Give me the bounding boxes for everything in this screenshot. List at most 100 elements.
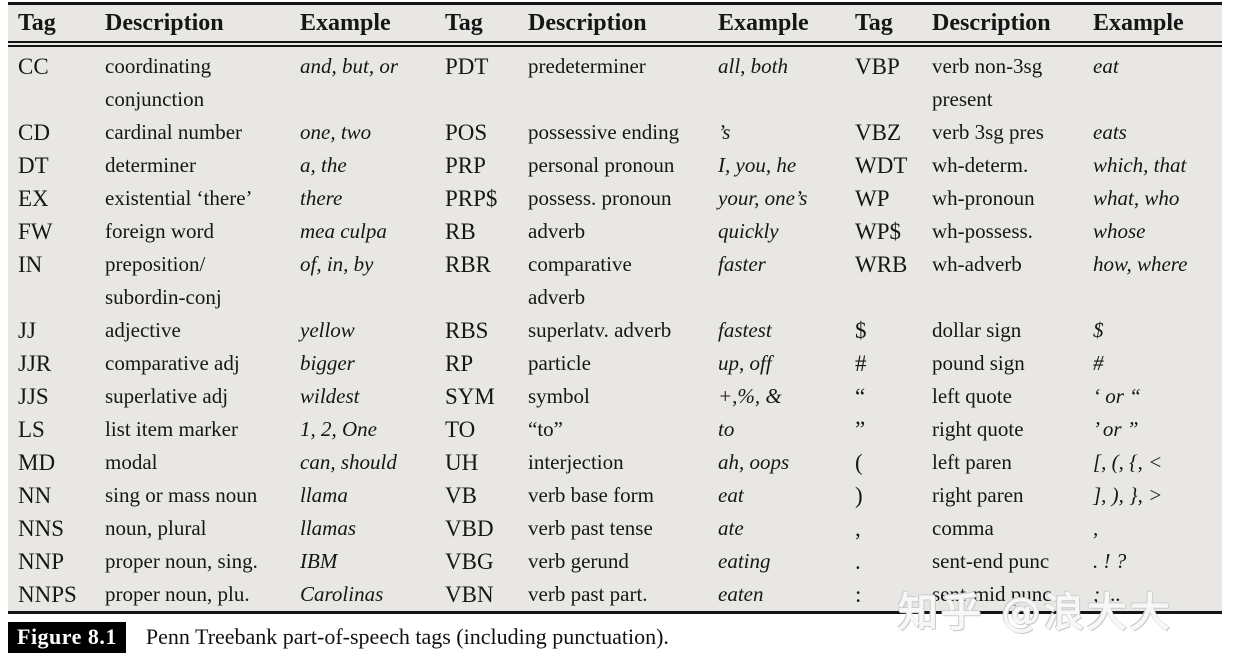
tag-cell: DT — [18, 153, 49, 178]
tag-cell: VBD — [445, 516, 494, 541]
example-cell: one, two — [300, 120, 372, 144]
example-cell: a, the — [300, 153, 347, 177]
example-cell: ah, oops — [718, 450, 790, 474]
tag-cell: LS — [18, 417, 45, 442]
tag-cell: PRP — [445, 153, 486, 178]
description-cell: adjective — [105, 318, 181, 342]
example-cell: ’s — [718, 120, 731, 144]
description-cell: verb past part. — [528, 582, 648, 606]
description-cell: verb base form — [528, 483, 654, 507]
description-cell: predeterminer — [528, 54, 646, 78]
example-cell: ], ), }, > — [1093, 483, 1163, 507]
pos-tags-table: Tag Description Example Tag Description Examp… — [8, 2, 1222, 614]
description-cell: preposition/ — [105, 252, 206, 276]
tag-cell: $ — [855, 318, 867, 343]
description-cell: determiner — [105, 153, 196, 177]
tag-cell — [8, 83, 105, 116]
tag-cell: NNP — [18, 549, 65, 574]
example-cell: mea culpa — [300, 219, 387, 243]
table-row: NNP proper noun, sing. IBM VBG verb gerund ea… — [8, 545, 1222, 578]
example-cell: eaten — [718, 582, 764, 606]
tag-cell: EX — [18, 186, 49, 211]
table-row: JJ adjective yellow RBS superlatv. adverb fas… — [8, 314, 1222, 347]
header-desc: Description — [528, 10, 647, 36]
tag-cell: PDT — [445, 54, 489, 79]
example-cell: ate — [718, 516, 744, 540]
example-cell: , — [1093, 516, 1099, 540]
description-cell: sing or mass noun — [105, 483, 258, 507]
tag-cell: WP — [855, 186, 890, 211]
description-cell: wh-adverb — [932, 252, 1022, 276]
description-cell: foreign word — [105, 219, 215, 243]
tag-cell: . — [855, 549, 861, 574]
example-cell: can, should — [300, 450, 397, 474]
description-cell: right paren — [932, 483, 1024, 507]
tag-cell: WRB — [855, 252, 908, 277]
tag-cell: VB — [445, 483, 477, 508]
example-cell: llama — [300, 483, 348, 507]
tag-cell: JJR — [18, 351, 52, 376]
example-cell — [718, 83, 855, 116]
tag-cell: VBZ — [855, 120, 901, 145]
tag-cell: FW — [18, 219, 53, 244]
example-cell: your, one’s — [718, 186, 808, 210]
table-row: JJR comparative adj bigger RP particle up, of… — [8, 347, 1222, 380]
description-cell: superlative adj — [105, 384, 229, 408]
tag-cell: VBN — [445, 582, 494, 607]
description-cell: list item marker — [105, 417, 238, 441]
example-cell: up, off — [718, 351, 772, 375]
tag-cell: CD — [18, 120, 50, 145]
tag-cell: UH — [445, 450, 479, 475]
table-row: CD cardinal number one, two POS possessive e… — [8, 116, 1222, 149]
header-ex: Example — [300, 10, 391, 36]
tag-cell: IN — [18, 252, 43, 277]
tag-cell — [855, 281, 932, 314]
example-cell: 1, 2, One — [300, 417, 377, 441]
tag-cell: RBS — [445, 318, 489, 343]
example-cell: bigger — [300, 351, 355, 375]
example-cell: eat — [1093, 54, 1119, 78]
description-cell: sent-end punc — [932, 549, 1050, 573]
description-cell: right quote — [932, 417, 1024, 441]
example-cell: eat — [718, 483, 744, 507]
description-cell: superlatv. adverb — [528, 318, 672, 342]
tag-cell: CC — [18, 54, 49, 79]
description-cell: sent-mid punc — [932, 582, 1052, 606]
description-cell: adverb — [528, 219, 586, 243]
example-cell: what, who — [1093, 186, 1180, 210]
example-cell: # — [1093, 351, 1104, 375]
header-tag: Tag — [445, 10, 483, 36]
example-cell: ‘ or “ — [1093, 384, 1141, 408]
example-cell: IBM — [300, 549, 338, 573]
tag-cell: , — [855, 516, 861, 541]
example-cell: Carolinas — [300, 582, 384, 606]
description-cell: adverb — [528, 285, 586, 309]
tag-cell: TO — [445, 417, 476, 442]
example-cell — [1093, 83, 1222, 116]
example-cell: quickly — [718, 219, 779, 243]
example-cell: . ! ? — [1093, 549, 1127, 573]
figure-caption-text: Penn Treebank part-of-speech tags (inclu… — [145, 624, 669, 649]
example-cell: llamas — [300, 516, 357, 540]
description-cell: existential ‘there’ — [105, 186, 253, 210]
example-cell: there — [300, 186, 343, 210]
table-row: subordin-conj adverb — [8, 281, 1222, 314]
description-cell: personal pronoun — [528, 153, 675, 177]
example-cell: how, where — [1093, 252, 1188, 276]
description-cell: wh-pronoun — [932, 186, 1035, 210]
tag-cell: JJS — [18, 384, 49, 409]
table-row: MD modal can, should UH interjection ah, oops… — [8, 446, 1222, 479]
description-cell: possessive ending — [528, 120, 680, 144]
example-cell: eating — [718, 549, 771, 573]
example-cell: ’ or ” — [1093, 417, 1139, 441]
header-desc: Description — [105, 10, 224, 36]
header-tag: Tag — [855, 10, 893, 36]
table-row: NNS noun, plural llamas VBD verb past tense a… — [8, 512, 1222, 545]
example-cell: of, in, by — [300, 252, 374, 276]
figure-number-label: Figure 8.1 — [8, 621, 126, 653]
table-row: DT determiner a, the PRP personal pronoun I, … — [8, 149, 1222, 182]
header-tag: Tag — [18, 10, 56, 36]
description-cell: comparative — [528, 252, 632, 276]
description-cell: coordinating — [105, 54, 212, 78]
